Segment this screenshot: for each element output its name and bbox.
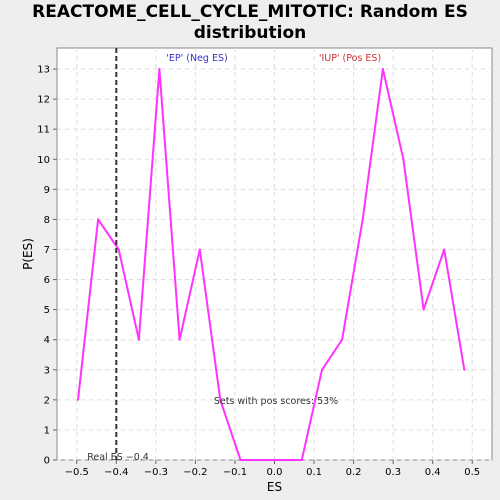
y-tick-label: 11	[37, 125, 50, 136]
data-point	[260, 459, 263, 461]
y-tick-label: 5	[44, 305, 50, 316]
x-tick-label: 0.2	[346, 467, 362, 478]
data-point	[158, 68, 161, 71]
chart-title-line-2: distribution	[193, 23, 307, 43]
pos-scores-label: Sets with pos scores: 53%	[214, 396, 338, 407]
y-tick-label: 4	[44, 335, 50, 346]
data-point	[422, 308, 425, 311]
data-point	[97, 218, 100, 221]
x-tick-label: −0.5	[65, 467, 89, 478]
data-point	[137, 338, 140, 341]
y-tick-label: 3	[44, 365, 50, 376]
data-point	[463, 368, 466, 371]
data-point	[341, 338, 344, 341]
data-point	[402, 158, 405, 161]
y-axis-title: P(ES)	[21, 238, 35, 270]
x-tick-label: 0.3	[385, 467, 401, 478]
series-line	[77, 68, 466, 461]
x-tick-label: 0.5	[464, 467, 480, 478]
x-tick-label: −0.4	[104, 467, 128, 478]
chart-title-line-1: REACTOME_CELL_CYCLE_MITOTIC: Random ES	[32, 2, 468, 22]
chart-title: REACTOME_CELL_CYCLE_MITOTIC: Random ES d…	[0, 2, 500, 44]
y-tick-label: 7	[44, 245, 50, 256]
y-tick-label: 1	[44, 425, 50, 436]
series-layer	[76, 68, 466, 461]
x-tick-label: −0.1	[223, 467, 247, 478]
grid-lines	[57, 48, 492, 461]
data-point	[280, 459, 283, 461]
data-point	[361, 218, 364, 221]
pos-es-label: 'IUP' (Pos ES)	[319, 53, 381, 64]
y-tick-label: 0	[44, 456, 50, 467]
data-point	[381, 68, 384, 71]
data-point	[300, 459, 303, 461]
y-tick-label: 2	[44, 395, 50, 406]
x-tick-label: 0.1	[306, 467, 322, 478]
data-point	[320, 368, 323, 371]
data-point	[178, 338, 181, 341]
data-point	[219, 398, 222, 401]
data-point	[443, 248, 446, 251]
neg-es-label: 'EP' (Neg ES)	[166, 53, 227, 64]
real-es-label: Real ES −0.4	[87, 452, 149, 463]
x-tick-label: 0.0	[267, 467, 283, 478]
plot-area	[56, 47, 493, 461]
x-tick-label: 0.4	[425, 467, 441, 478]
y-tick-label: 13	[37, 65, 50, 76]
data-point	[76, 398, 79, 401]
y-tick-label: 12	[37, 95, 50, 106]
x-tick-label: −0.3	[144, 467, 168, 478]
y-tick-label: 8	[44, 215, 50, 226]
y-tick-label: 10	[37, 155, 50, 166]
y-tick-label: 9	[44, 185, 50, 196]
data-point	[239, 459, 242, 461]
y-tick-label: 6	[44, 275, 50, 286]
x-tick-label: −0.2	[183, 467, 207, 478]
axis-ticks: −0.5 −0.4 −0.3 −0.2 −0.1 0.0 0.1 0.2 0.3 0.4 0.5 0 1…	[37, 65, 480, 478]
data-point	[198, 248, 201, 251]
data-point	[117, 248, 120, 251]
x-axis-title: ES	[267, 480, 282, 494]
